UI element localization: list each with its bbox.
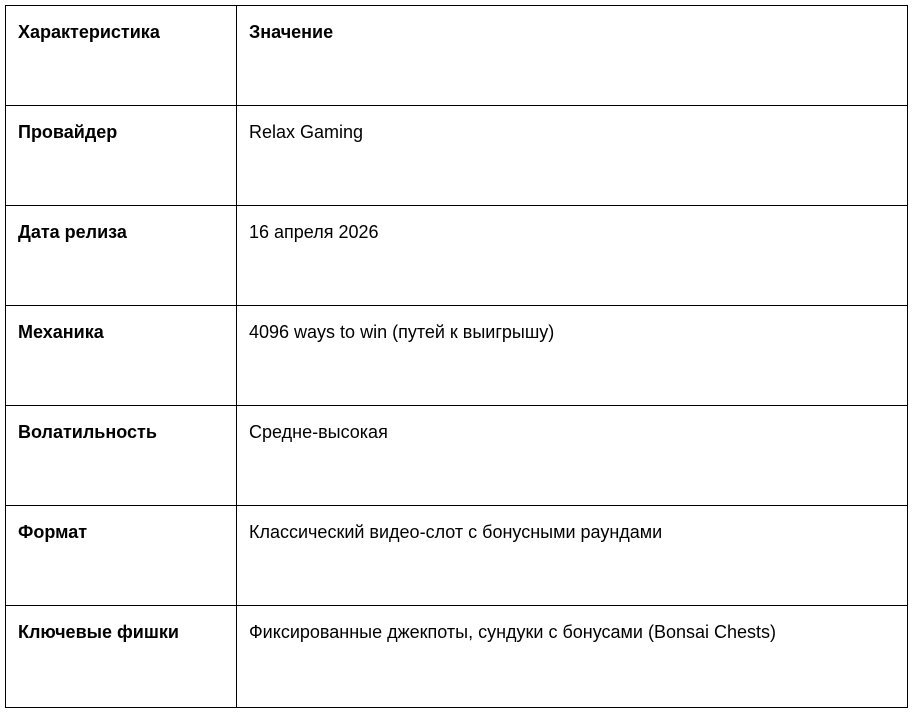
row-value: Фиксированные джекпоты, сундуки с бонуса… [236, 605, 908, 708]
row-value: 4096 ways to win (путей к выигрышу) [236, 305, 908, 406]
header-value: Значение [236, 5, 908, 106]
header-characteristic: Характеристика [5, 5, 237, 106]
table-header-row: Характеристика Значение [5, 5, 908, 106]
table-row: Формат Классический видео-слот с бонусны… [5, 505, 908, 606]
row-key: Механика [5, 305, 237, 406]
table-row: Дата релиза 16 апреля 2026 [5, 205, 908, 306]
row-value: 16 апреля 2026 [236, 205, 908, 306]
table-row: Механика 4096 ways to win (путей к выигр… [5, 305, 908, 406]
row-key: Ключевые фишки [5, 605, 237, 708]
row-key: Волатильность [5, 405, 237, 506]
row-value: Классический видео-слот с бонусными раун… [236, 505, 908, 606]
table-row: Ключевые фишки Фиксированные джекпоты, с… [5, 605, 908, 708]
row-key: Формат [5, 505, 237, 606]
row-value: Средне-высокая [236, 405, 908, 506]
row-key: Провайдер [5, 105, 237, 206]
row-key: Дата релиза [5, 205, 237, 306]
table-row: Волатильность Средне-высокая [5, 405, 908, 506]
row-value: Relax Gaming [236, 105, 908, 206]
table-row: Провайдер Relax Gaming [5, 105, 908, 206]
specs-table: Характеристика Значение Провайдер Relax … [5, 5, 908, 708]
